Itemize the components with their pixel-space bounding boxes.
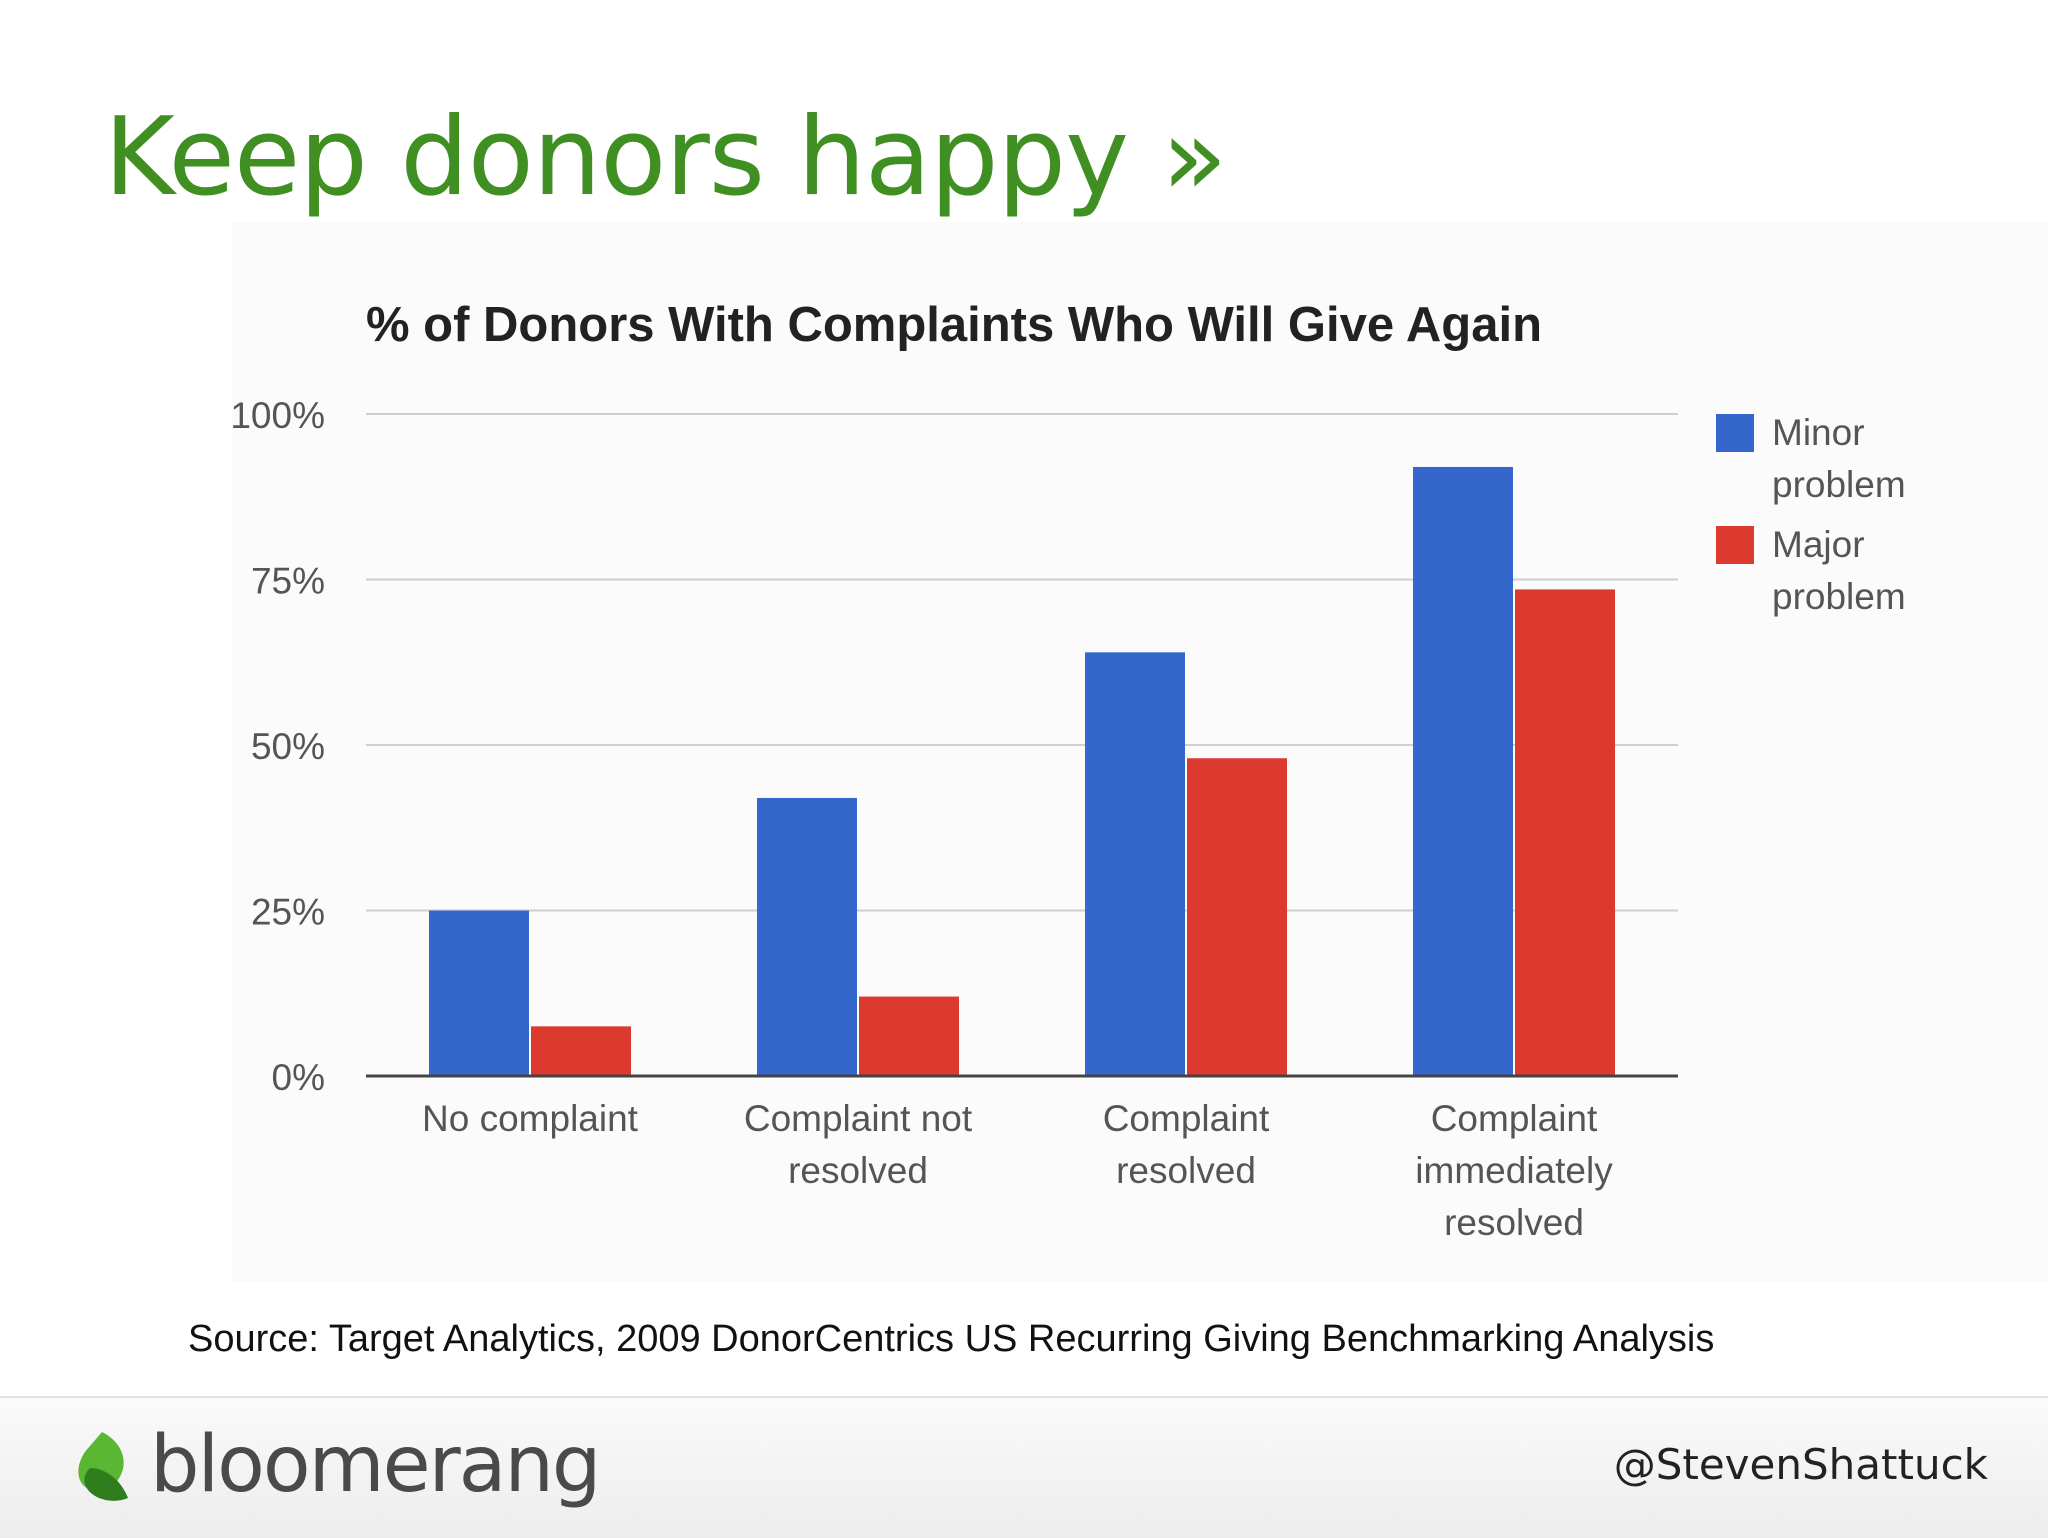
y-tick-label: 75% bbox=[251, 561, 325, 602]
bar-chart: % of Donors With Complaints Who Will Giv… bbox=[230, 298, 1906, 1243]
bar-major-0 bbox=[531, 1026, 631, 1076]
legend-label: Major bbox=[1772, 524, 1865, 565]
bar-minor-2 bbox=[1085, 652, 1185, 1076]
y-tick-label: 0% bbox=[272, 1057, 325, 1098]
bar-minor-1 bbox=[757, 797, 857, 1076]
x-tick-label: resolved bbox=[1116, 1150, 1256, 1191]
legend-swatch-major bbox=[1716, 526, 1754, 564]
legend-label: problem bbox=[1772, 464, 1906, 505]
source-citation: Source: Target Analytics, 2009 DonorCent… bbox=[188, 1318, 1715, 1360]
chart-title: % of Donors With Complaints Who Will Giv… bbox=[366, 298, 1542, 352]
bloomerang-leaf-icon bbox=[78, 1432, 128, 1501]
y-tick-label: 100% bbox=[230, 395, 325, 436]
bar-major-2 bbox=[1187, 758, 1287, 1076]
x-tick-label: immediately bbox=[1415, 1150, 1613, 1191]
x-tick-label: Complaint bbox=[1431, 1098, 1598, 1139]
twitter-handle: @StevenShattuck bbox=[1613, 1440, 1988, 1489]
y-tick-label: 50% bbox=[251, 726, 325, 767]
x-tick-label: resolved bbox=[788, 1150, 928, 1191]
legend-label: Minor bbox=[1772, 412, 1865, 453]
brand-wordmark: bloomerang bbox=[150, 1420, 601, 1510]
footer-bar: bloomerang @StevenShattuck bbox=[0, 1396, 2048, 1538]
bar-minor-3 bbox=[1413, 466, 1513, 1077]
bar-major-1 bbox=[859, 996, 959, 1076]
x-tick-label: resolved bbox=[1444, 1202, 1584, 1243]
y-tick-label: 25% bbox=[251, 892, 325, 933]
slide-title: Keep donors happy » bbox=[104, 95, 1227, 220]
legend-label: problem bbox=[1772, 576, 1906, 617]
bar-minor-0 bbox=[429, 910, 529, 1076]
x-tick-label: Complaint bbox=[1103, 1098, 1270, 1139]
legend-swatch-minor bbox=[1716, 414, 1754, 452]
bar-major-3 bbox=[1515, 589, 1615, 1076]
x-tick-label: Complaint not bbox=[744, 1098, 973, 1139]
x-tick-label: No complaint bbox=[422, 1098, 639, 1139]
